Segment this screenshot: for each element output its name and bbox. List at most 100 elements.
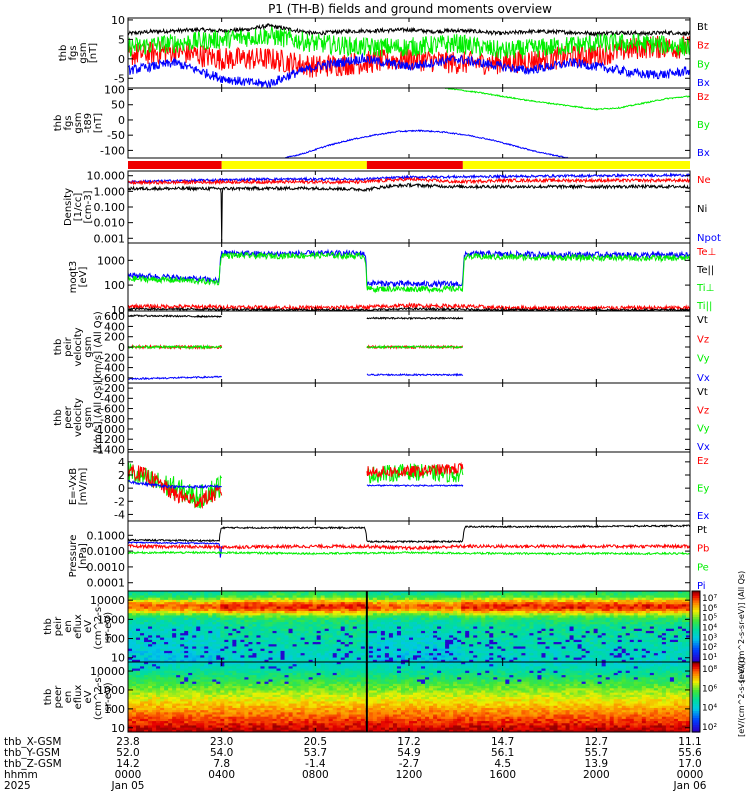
heatmap-cell <box>400 591 406 594</box>
heatmap-cell <box>681 593 687 597</box>
heatmap-cell <box>441 619 446 623</box>
heatmap-cell <box>128 683 133 687</box>
heatmap-cell <box>645 604 651 608</box>
heatmap-cell <box>553 637 559 641</box>
heatmap-cell <box>296 599 302 603</box>
heatmap-cell <box>132 683 137 687</box>
legend-Ey: Ey <box>697 484 709 495</box>
heatmap-cell <box>601 650 607 654</box>
heatmap-cell <box>637 604 643 608</box>
heatmap-cell <box>156 644 161 648</box>
heatmap-cell <box>617 622 623 625</box>
heatmap-cell <box>292 626 298 630</box>
heatmap-cell <box>481 595 486 599</box>
heatmap-cell <box>417 628 422 632</box>
heatmap-cell <box>152 626 157 630</box>
heatmap-cell <box>417 606 422 610</box>
heatmap-cell <box>513 610 518 614</box>
heatmap-cell <box>404 615 410 619</box>
heatmap-cell <box>156 597 161 601</box>
heatmap-cell <box>617 650 623 654</box>
heatmap-cell <box>176 648 181 652</box>
heatmap-cell <box>328 630 334 634</box>
heatmap-cell <box>445 608 450 612</box>
heatmap-cell <box>264 642 270 645</box>
y-tick-label: 200 <box>104 331 125 344</box>
heatmap-cell <box>633 655 639 659</box>
heatmap-cell <box>272 604 278 608</box>
heatmap-cell <box>541 650 547 654</box>
heatmap-cell <box>641 597 647 601</box>
heatmap-cell <box>288 635 294 639</box>
heatmap-cell <box>489 635 494 639</box>
heatmap-cell <box>685 593 690 597</box>
heatmap-cell <box>196 602 201 605</box>
heatmap-cell <box>144 615 149 619</box>
series-Vx2 <box>366 372 464 377</box>
heatmap-cell <box>244 599 250 603</box>
heatmap-cell <box>248 597 254 601</box>
heatmap-cell <box>537 595 543 599</box>
heatmap-cell <box>296 624 302 628</box>
heatmap-cell <box>625 655 631 659</box>
heatmap-cell <box>537 628 543 632</box>
heatmap-cell <box>657 646 663 650</box>
heatmap-cell <box>132 723 137 727</box>
heatmap-cell <box>629 633 635 636</box>
heatmap-cell <box>577 615 583 619</box>
heatmap-cell <box>449 639 454 643</box>
heatmap-cell <box>545 642 551 645</box>
heatmap-cell <box>509 650 514 654</box>
heatmap-cell <box>669 624 675 628</box>
heatmap-cell <box>521 633 527 636</box>
heatmap-cell <box>421 657 426 661</box>
heatmap-cell <box>409 610 414 614</box>
heatmap-cell <box>509 615 514 619</box>
heatmap-cell <box>356 613 362 617</box>
heatmap-cell <box>597 602 603 605</box>
heatmap-cell <box>541 613 547 617</box>
heatmap-cell <box>461 648 466 652</box>
heatmap-cell <box>537 617 543 621</box>
heatmap-cell <box>168 593 173 597</box>
heatmap-cell <box>236 604 241 608</box>
heatmap-cell <box>316 624 322 628</box>
heatmap-cell <box>348 659 354 662</box>
heatmap-cell <box>477 648 482 652</box>
heatmap-cell <box>681 608 687 612</box>
heatmap-cell <box>481 659 486 662</box>
heatmap-cell <box>288 602 294 605</box>
heatmap-cell <box>601 657 607 661</box>
heatmap-cell <box>276 604 282 608</box>
heatmap-cell <box>453 653 458 656</box>
heatmap-cell <box>236 599 241 603</box>
heatmap-cell <box>280 644 286 648</box>
series-group <box>128 22 690 88</box>
heatmap-cell <box>637 635 643 639</box>
heatmap-cell <box>669 628 675 632</box>
heatmap-cell <box>132 707 137 711</box>
heatmap-cell <box>268 593 274 597</box>
heatmap-cell <box>465 642 470 645</box>
heatmap-cell <box>669 606 675 610</box>
y-tick-label: 10 <box>111 14 125 27</box>
heatmap-cell <box>445 604 450 608</box>
heatmap-cell <box>601 639 607 643</box>
heatmap-cell <box>649 624 655 628</box>
heatmap-cell <box>517 622 522 625</box>
heatmap-cell <box>485 597 490 601</box>
heatmap-cell <box>493 613 498 617</box>
heatmap-cell <box>589 615 595 619</box>
heatmap-cell <box>344 599 350 603</box>
heatmap-cell <box>196 617 201 621</box>
heatmap-cell <box>533 608 539 612</box>
heatmap-cell <box>232 657 237 661</box>
heatmap-cell <box>609 626 615 630</box>
heatmap-cell <box>525 633 531 636</box>
heatmap-cell <box>537 653 543 656</box>
heatmap-cell <box>445 615 450 619</box>
y-axis-label-line: gsm <box>83 407 94 428</box>
heatmap-cell <box>593 606 599 610</box>
heatmap-cell <box>489 624 494 628</box>
heatmap-cell <box>288 608 294 612</box>
